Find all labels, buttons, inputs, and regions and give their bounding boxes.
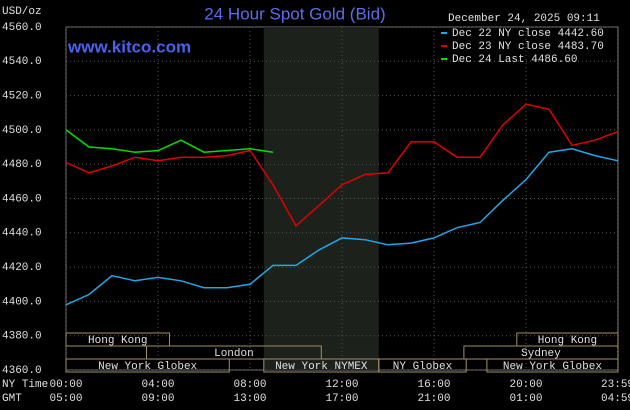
timestamp: December 24, 2025 09:11 [448,13,600,25]
x-tick-label: 08:00 [233,379,266,391]
x-tick-label: 00:00 [49,379,82,391]
session-label: New York Globex [98,361,197,373]
x-tick-label: 04:00 [141,379,174,391]
x-tick-label-gmt: 05:00 [49,393,82,405]
x-tick-label: 16:00 [417,379,450,391]
session-label: New York NYMEX [275,361,368,373]
y-tick-label: 4400.0 [2,296,42,308]
x-tick-label-gmt: 13:00 [233,393,266,405]
x-tick-label-gmt: 01:00 [509,393,542,405]
y-tick-label: 4480.0 [2,159,42,171]
x-tick-label: 23:59 [601,379,630,391]
x-row-label: GMT [2,393,22,405]
session-label: NY Globex [393,361,453,373]
session-label: Hong Kong [538,335,597,347]
chart-title: 24 Hour Spot Gold (Bid) [204,4,385,23]
x-tick-label: 20:00 [509,379,542,391]
session-box [65,332,170,347]
y-tick-label: 4560.0 [2,22,42,34]
x-tick-label: 12:00 [325,379,358,391]
y-tick-label: 4420.0 [2,262,42,274]
session-box [146,345,322,360]
session-box [65,358,230,373]
session-label: New York Globex [503,361,602,373]
y-tick-label: 4440.0 [2,228,42,240]
session-box [378,358,467,373]
legend-label: Dec 22 NY close 4442.60 [452,28,604,40]
x-tick-label-gmt: 09:00 [141,393,174,405]
series-line [65,103,619,228]
session-label: London [214,348,254,360]
session-label: Sydney [521,348,561,360]
series-line [65,148,619,306]
y-tick-label: 4500.0 [2,125,42,137]
y-tick-label: 4540.0 [2,56,42,68]
y-tick-label: 4520.0 [2,91,42,103]
legend-label: Dec 23 NY close 4483.70 [452,41,604,53]
subtitle: www.kitco.com [67,37,191,56]
y-tick-label: 4380.0 [2,331,42,343]
x-tick-label-gmt: 21:00 [417,393,450,405]
series-line [65,129,274,153]
session-label: Hong Kong [88,335,147,347]
x-tick-label-gmt: 04:59 [601,393,630,405]
y-axis-label: USD/oz [2,6,42,18]
y-tick-label: 4460.0 [2,193,42,205]
y-tick-label: 4360.0 [2,365,42,377]
legend-label: Dec 24 Last 4486.60 [452,54,577,66]
x-row-label: NY Time [2,379,48,391]
session-box [486,358,619,373]
x-tick-label-gmt: 17:00 [325,393,358,405]
